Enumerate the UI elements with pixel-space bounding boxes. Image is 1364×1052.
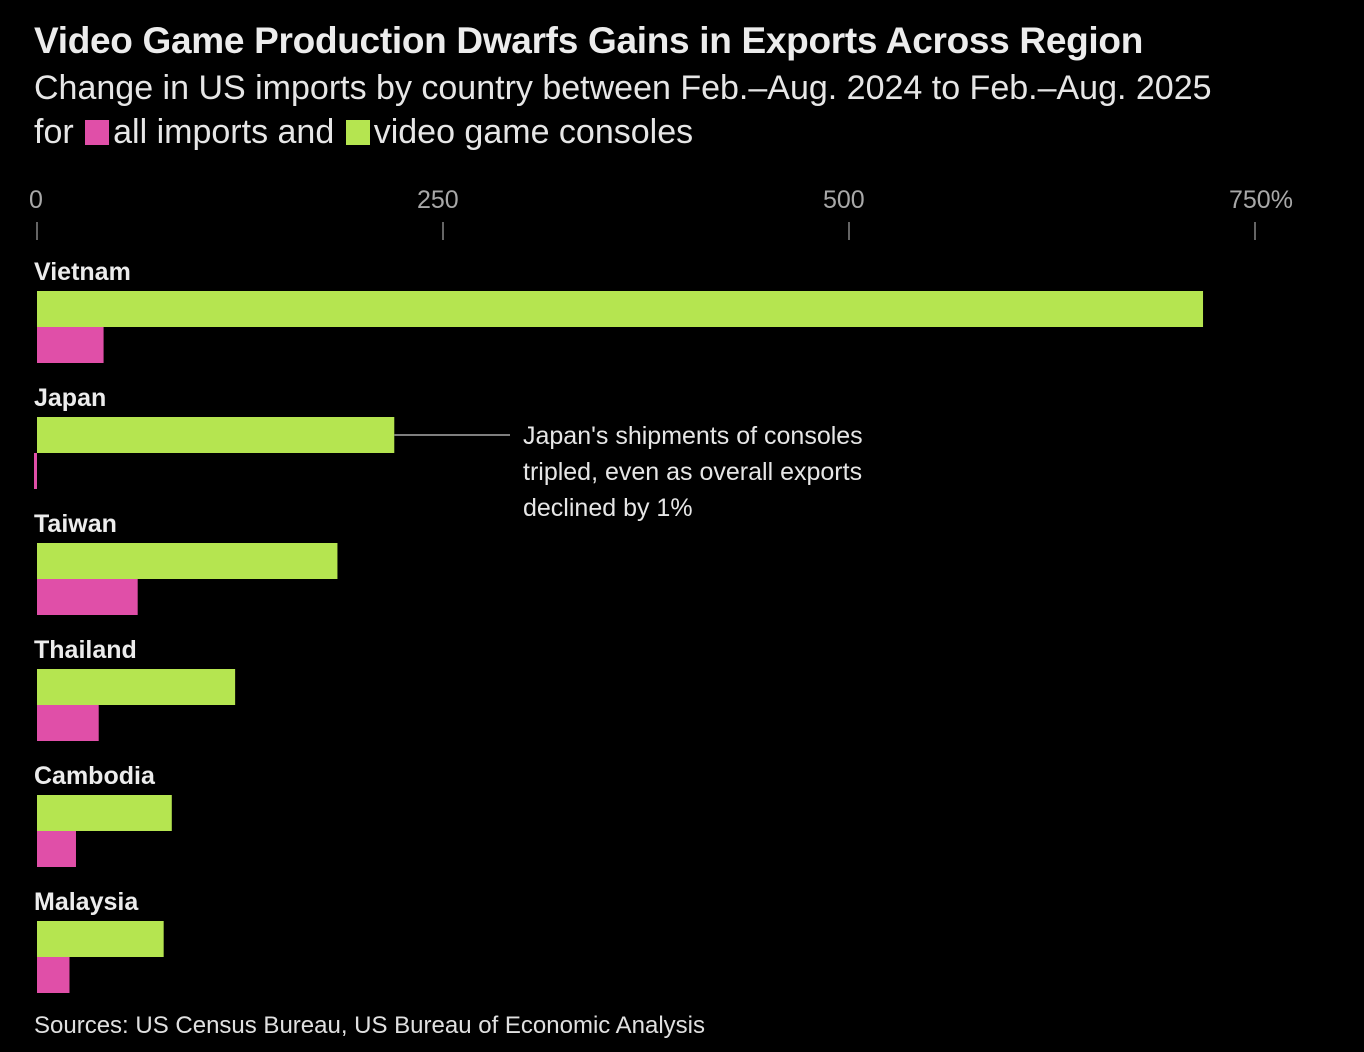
category-label: Taiwan [34, 510, 117, 538]
x-tick-label: 500 [823, 186, 865, 214]
annotation-text: tripled, even as overall exports [523, 458, 862, 486]
category-label: Thailand [34, 636, 137, 664]
legend-swatch-all-imports [85, 120, 110, 145]
category-label: Vietnam [34, 258, 131, 286]
annotation-text: Japan's shipments of consoles [523, 422, 863, 450]
bar-japan-consoles [37, 417, 395, 453]
bar-thailand-consoles [37, 669, 236, 705]
annotation-text: declined by 1% [523, 494, 693, 522]
category-label: Japan [34, 384, 106, 412]
legend-label-consoles: video game consoles [373, 113, 694, 151]
subtitle-text: Change in US imports by country between … [34, 69, 1212, 151]
bar-vietnam-consoles [37, 291, 1204, 327]
x-tick-label: 250 [417, 186, 459, 214]
category-label: Cambodia [34, 762, 156, 790]
legend-label-all-imports: all imports and [113, 113, 335, 151]
category-label: Malaysia [34, 888, 139, 916]
bar-thailand-all-imports [37, 705, 99, 741]
x-tick-label: 750% [1229, 186, 1293, 214]
bar-taiwan-all-imports [37, 579, 138, 615]
x-tick-label: 0 [29, 186, 43, 214]
chart-subtitle: Change in US imports by country between … [34, 66, 1254, 154]
bar-malaysia-all-imports [37, 957, 70, 993]
bar-taiwan-consoles [37, 543, 338, 579]
bar-malaysia-consoles [37, 921, 164, 957]
chart-title: Video Game Production Dwarfs Gains in Ex… [34, 20, 1143, 61]
bar-cambodia-all-imports [37, 831, 76, 867]
legend-swatch-consoles [345, 120, 370, 145]
source-note: Sources: US Census Bureau, US Bureau of … [34, 1012, 705, 1039]
bar-cambodia-consoles [37, 795, 172, 831]
bar-japan-all-imports [34, 453, 37, 489]
bar-vietnam-all-imports [37, 327, 104, 363]
